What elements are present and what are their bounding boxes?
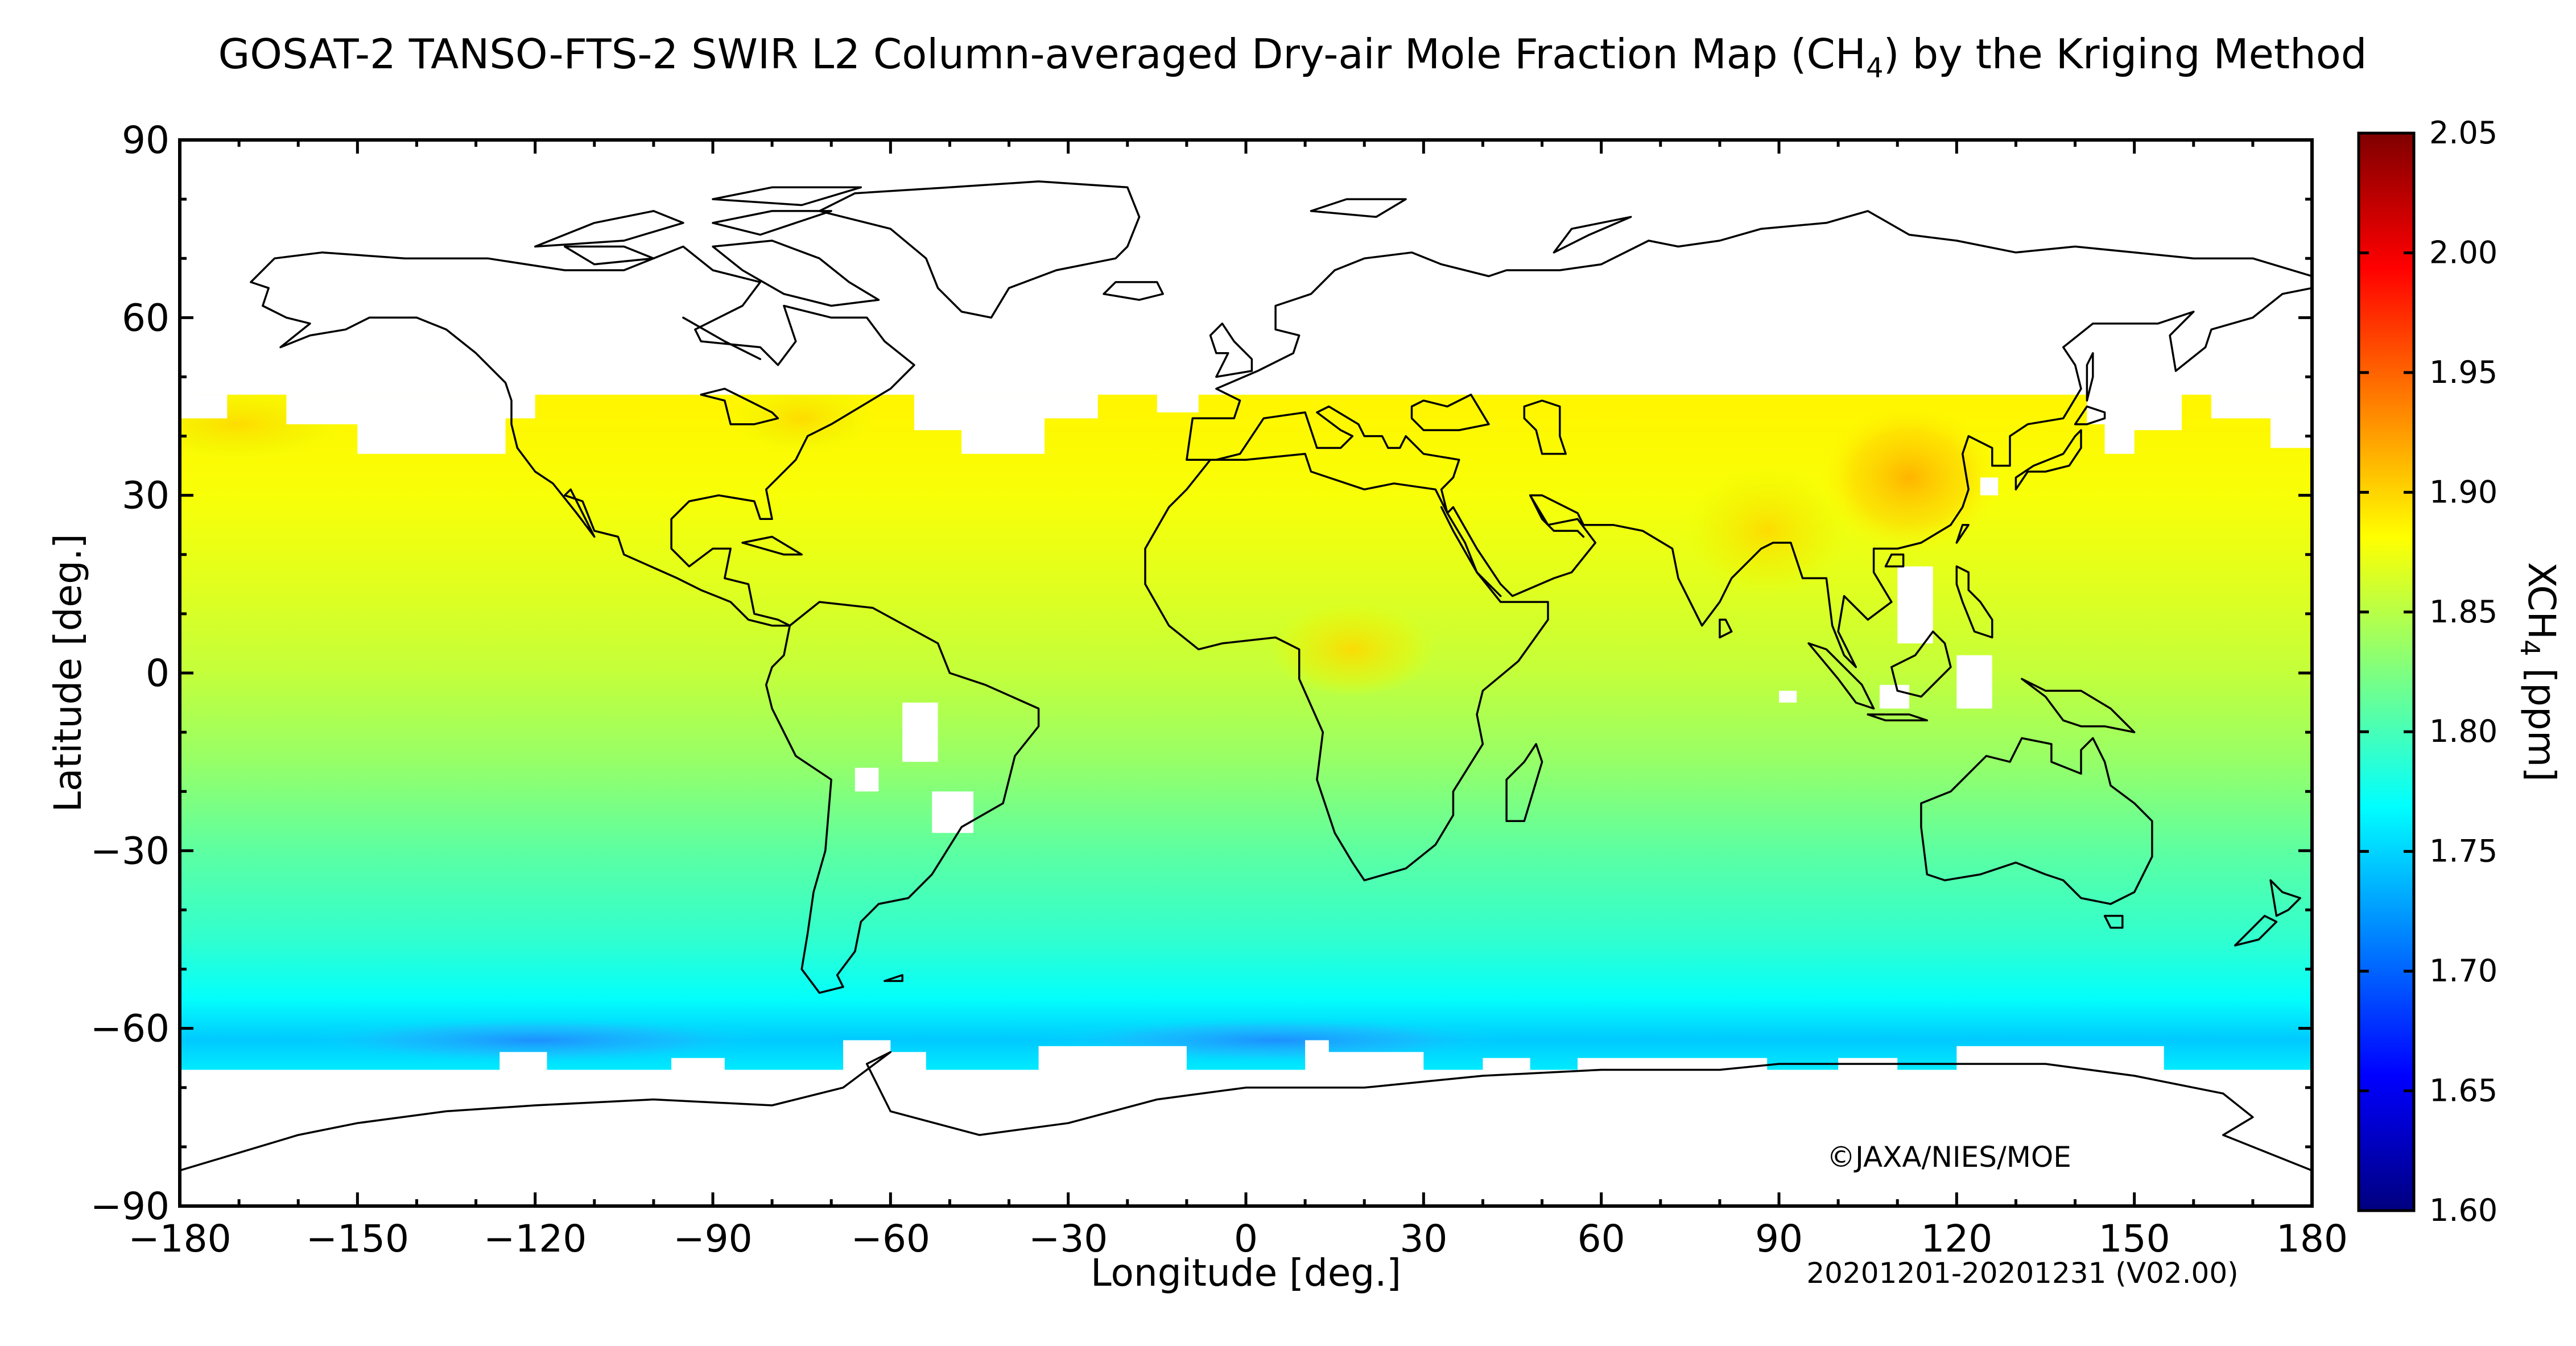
y-tick-label: 90: [122, 118, 170, 162]
xch4-field: [180, 140, 2312, 1206]
coastline-madagascar: [1505, 743, 1543, 823]
colorbar-tick-label: 1.60: [2429, 1192, 2497, 1228]
x-tick-label: −60: [851, 1217, 930, 1261]
x-tick-label: −30: [1029, 1217, 1108, 1261]
x-tick-label: 90: [1755, 1217, 1803, 1261]
coastline-hudson-bay: [682, 316, 762, 360]
coastline-taiwan: [1955, 523, 1970, 544]
colorbar-tick-label: 1.65: [2429, 1073, 2497, 1109]
copyright-text: ©JAXA/NIES/MOE: [1827, 1141, 2071, 1174]
x-tick-label: 120: [1921, 1217, 1992, 1261]
map-plot-area: [178, 138, 2314, 1208]
high-region-1: [1684, 465, 1850, 596]
coastline-hainan: [1884, 554, 1905, 568]
coastline-arabia-gulf: [1529, 494, 1585, 538]
colorbar-title: XCH4 [ppm]: [2515, 562, 2563, 782]
high-region-2: [1269, 602, 1436, 697]
coastline-north-america: [250, 245, 915, 627]
coastline-greenland: [818, 180, 1141, 319]
coastline-red-sea: [1440, 506, 1502, 597]
coastline-sumatra: [1807, 642, 1875, 710]
x-tick-label: 180: [2276, 1217, 2348, 1261]
coastline-canadian-arctic-3: [563, 245, 655, 266]
colorbar-tick-label: 2.05: [2429, 115, 2497, 151]
coastline-eurasia: [1186, 210, 2312, 668]
coastline-cuba: [741, 535, 803, 556]
y-tick-label: 60: [122, 296, 170, 340]
coastline-africa: [1144, 453, 1549, 882]
x-tick-label: 150: [2099, 1217, 2170, 1261]
x-tick-label: −150: [306, 1217, 409, 1261]
chart-title: GOSAT-2 TANSO-FTS-2 SWIR L2 Column-avera…: [218, 30, 2367, 84]
coastline-ellesmere: [712, 186, 862, 207]
x-axis: −180 −150 −120 −90 −60 −30 0 30 60 90 120 150 180: [128, 140, 2348, 1261]
coastline-borneo: [1890, 630, 1952, 698]
x-tick-label: 30: [1400, 1217, 1447, 1261]
coastline-australia: [1920, 737, 2153, 905]
coastline-tasmania: [2103, 915, 2124, 929]
colorbar-tick-label: 1.90: [2429, 474, 2497, 510]
x-tick-label: 0: [1234, 1217, 1258, 1261]
y-axis: −90 −60 −30 0 30 60 90: [90, 118, 2312, 1228]
x-tick-label: 60: [1578, 1217, 1625, 1261]
y-tick-label: 0: [146, 651, 170, 695]
coastline-great-lakes: [700, 387, 779, 426]
high-region-4: [730, 382, 873, 454]
coastline-sri-lanka: [1719, 618, 1733, 639]
coastline-falklands: [884, 974, 903, 982]
coastline-hokkaido: [2074, 405, 2106, 426]
coastline-novaya-zemlya: [1553, 216, 1632, 254]
colorbar-tick-label: 1.70: [2429, 953, 2497, 989]
colorbar-tick-label: 2.00: [2429, 234, 2497, 270]
colorbar-gradient: [2357, 131, 2416, 1212]
period-version-text: 20201201-20201231 (V02.00): [1806, 1257, 2238, 1290]
coastline-antarctica: [180, 1051, 2312, 1172]
coastline-iceland: [1103, 281, 1164, 301]
coastline-philippines: [1955, 565, 1993, 639]
colorbar-tick-label: 1.80: [2429, 713, 2497, 749]
coastlines: [180, 180, 2312, 1172]
coastline-new-zealand-n: [2269, 879, 2301, 917]
coastline-canadian-arctic-1: [534, 210, 684, 248]
colorbar-tick-label: 1.85: [2429, 594, 2497, 630]
x-axis-title: Longitude [deg.]: [1091, 1251, 1401, 1295]
coastline-south-america: [765, 601, 1040, 994]
x-tick-label: −120: [484, 1217, 587, 1261]
colorbar-tick-label: 1.75: [2429, 833, 2497, 869]
y-axis-title: Latitude [deg.]: [46, 534, 90, 812]
y-tick-label: −90: [90, 1184, 170, 1228]
coastline-svalbard: [1310, 198, 1407, 218]
colorbar-tick-label: 1.95: [2429, 354, 2497, 390]
low-region-0: [298, 1016, 773, 1064]
y-tick-label: 30: [122, 474, 170, 518]
coastline-new-guinea: [2021, 678, 2136, 733]
coastline-black-sea: [1410, 393, 1490, 431]
coastline-new-zealand-s: [2234, 915, 2278, 947]
colorbar: 1.60 1.65 1.70 1.75 1.80 1.85 1.90 1.95 2.00 2.05…: [2357, 115, 2563, 1228]
coastline-caspian: [1523, 399, 1567, 455]
coastline-sakhalin: [2086, 352, 2094, 402]
coastline-greenland-baffin: [712, 240, 880, 307]
coastline-uk: [1209, 322, 1253, 378]
x-tick-label: −180: [128, 1217, 231, 1261]
x-tick-label: −90: [673, 1217, 752, 1261]
coastline-canadian-arctic-2: [712, 210, 832, 236]
coastline-japan: [2014, 429, 2082, 491]
coastline-java: [1867, 713, 1929, 722]
y-tick-label: −60: [90, 1007, 170, 1051]
y-tick-label: −30: [90, 829, 170, 873]
